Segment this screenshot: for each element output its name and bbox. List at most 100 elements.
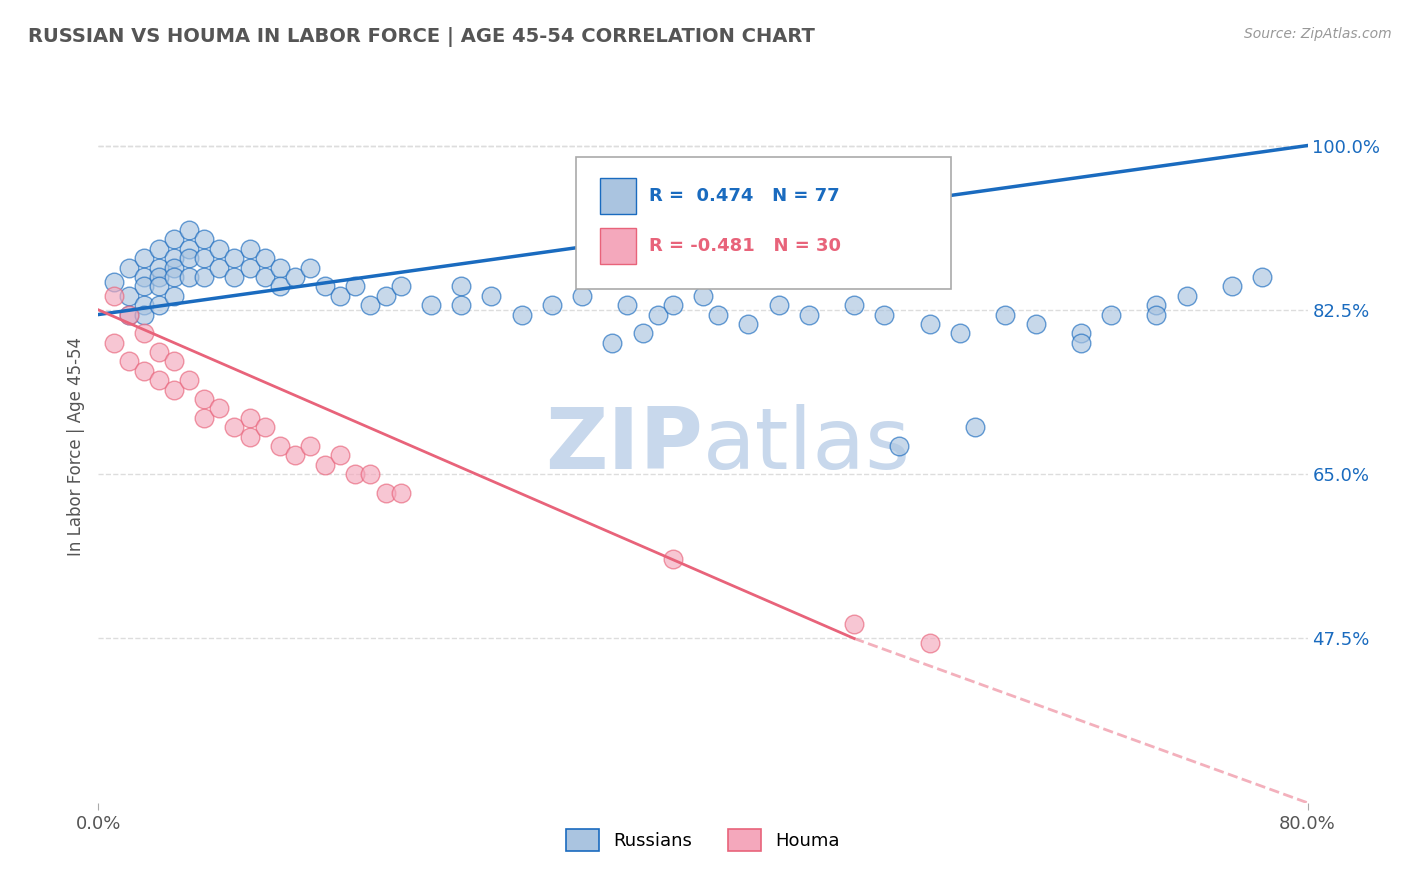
Point [510,308,533,322]
Point [253,251,276,265]
Point [344,467,367,482]
Point [918,317,941,331]
Text: R = -0.481   N = 30: R = -0.481 N = 30 [648,237,841,255]
Point [224,420,246,434]
Point [118,308,141,322]
Point [148,345,170,359]
Point [163,289,186,303]
Point [481,289,503,303]
Point [1144,308,1167,322]
Text: RUSSIAN VS HOUMA IN LABOR FORCE | AGE 45-54 CORRELATION CHART: RUSSIAN VS HOUMA IN LABOR FORCE | AGE 45… [28,27,815,46]
Bar [600,228,637,264]
Point [329,289,352,303]
Point [179,373,201,387]
Point [844,298,866,312]
Point [163,260,186,275]
Point [631,326,654,341]
Point [1251,270,1274,285]
Point [768,298,790,312]
Point [737,317,759,331]
Point [314,458,336,472]
Point [148,298,170,312]
Point [132,251,155,265]
Point [918,636,941,650]
Point [103,335,125,350]
Point [239,260,262,275]
Point [1175,289,1198,303]
Point [647,308,669,322]
Point [193,232,215,246]
Point [148,373,170,387]
Point [269,260,291,275]
Point [239,410,262,425]
Point [179,251,201,265]
Point [329,449,352,463]
Point [284,449,307,463]
Point [118,308,141,322]
Point [389,486,412,500]
Point [994,308,1017,322]
Point [299,260,322,275]
Point [844,617,866,632]
Bar [600,178,637,214]
Point [132,298,155,312]
Point [269,279,291,293]
Point [344,279,367,293]
Point [132,308,155,322]
Point [224,270,246,285]
Point [132,326,155,341]
Point [239,429,262,443]
Point [873,308,896,322]
Point [163,232,186,246]
Point [132,364,155,378]
Point [420,298,443,312]
Point [118,260,141,275]
Point [284,270,307,285]
Point [602,335,624,350]
Point [1144,298,1167,312]
Point [965,420,987,434]
Point [103,289,125,303]
Point [193,392,215,406]
Point [450,279,472,293]
Point [389,279,412,293]
Point [163,270,186,285]
Point [224,251,246,265]
Point [118,354,141,368]
Point [148,260,170,275]
Point [179,270,201,285]
Point [616,298,638,312]
Point [208,260,231,275]
Text: atlas: atlas [703,404,911,488]
Point [692,289,714,303]
Point [132,279,155,293]
Point [239,242,262,256]
Point [360,467,382,482]
Point [163,354,186,368]
Point [707,308,730,322]
Point [450,298,472,312]
Point [314,279,336,293]
Legend: Russians, Houma: Russians, Houma [560,822,846,858]
Point [571,289,593,303]
Point [179,223,201,237]
Point [374,289,396,303]
Point [148,279,170,293]
Point [1099,308,1122,322]
Point [299,439,322,453]
Point [1070,335,1092,350]
Point [132,270,155,285]
Point [193,410,215,425]
Point [148,242,170,256]
Point [889,439,911,453]
Point [148,270,170,285]
Point [374,486,396,500]
Point [103,275,125,289]
Point [208,401,231,416]
Point [360,298,382,312]
Point [179,242,201,256]
Point [661,298,683,312]
Point [208,242,231,256]
Point [797,308,820,322]
Point [1220,279,1243,293]
